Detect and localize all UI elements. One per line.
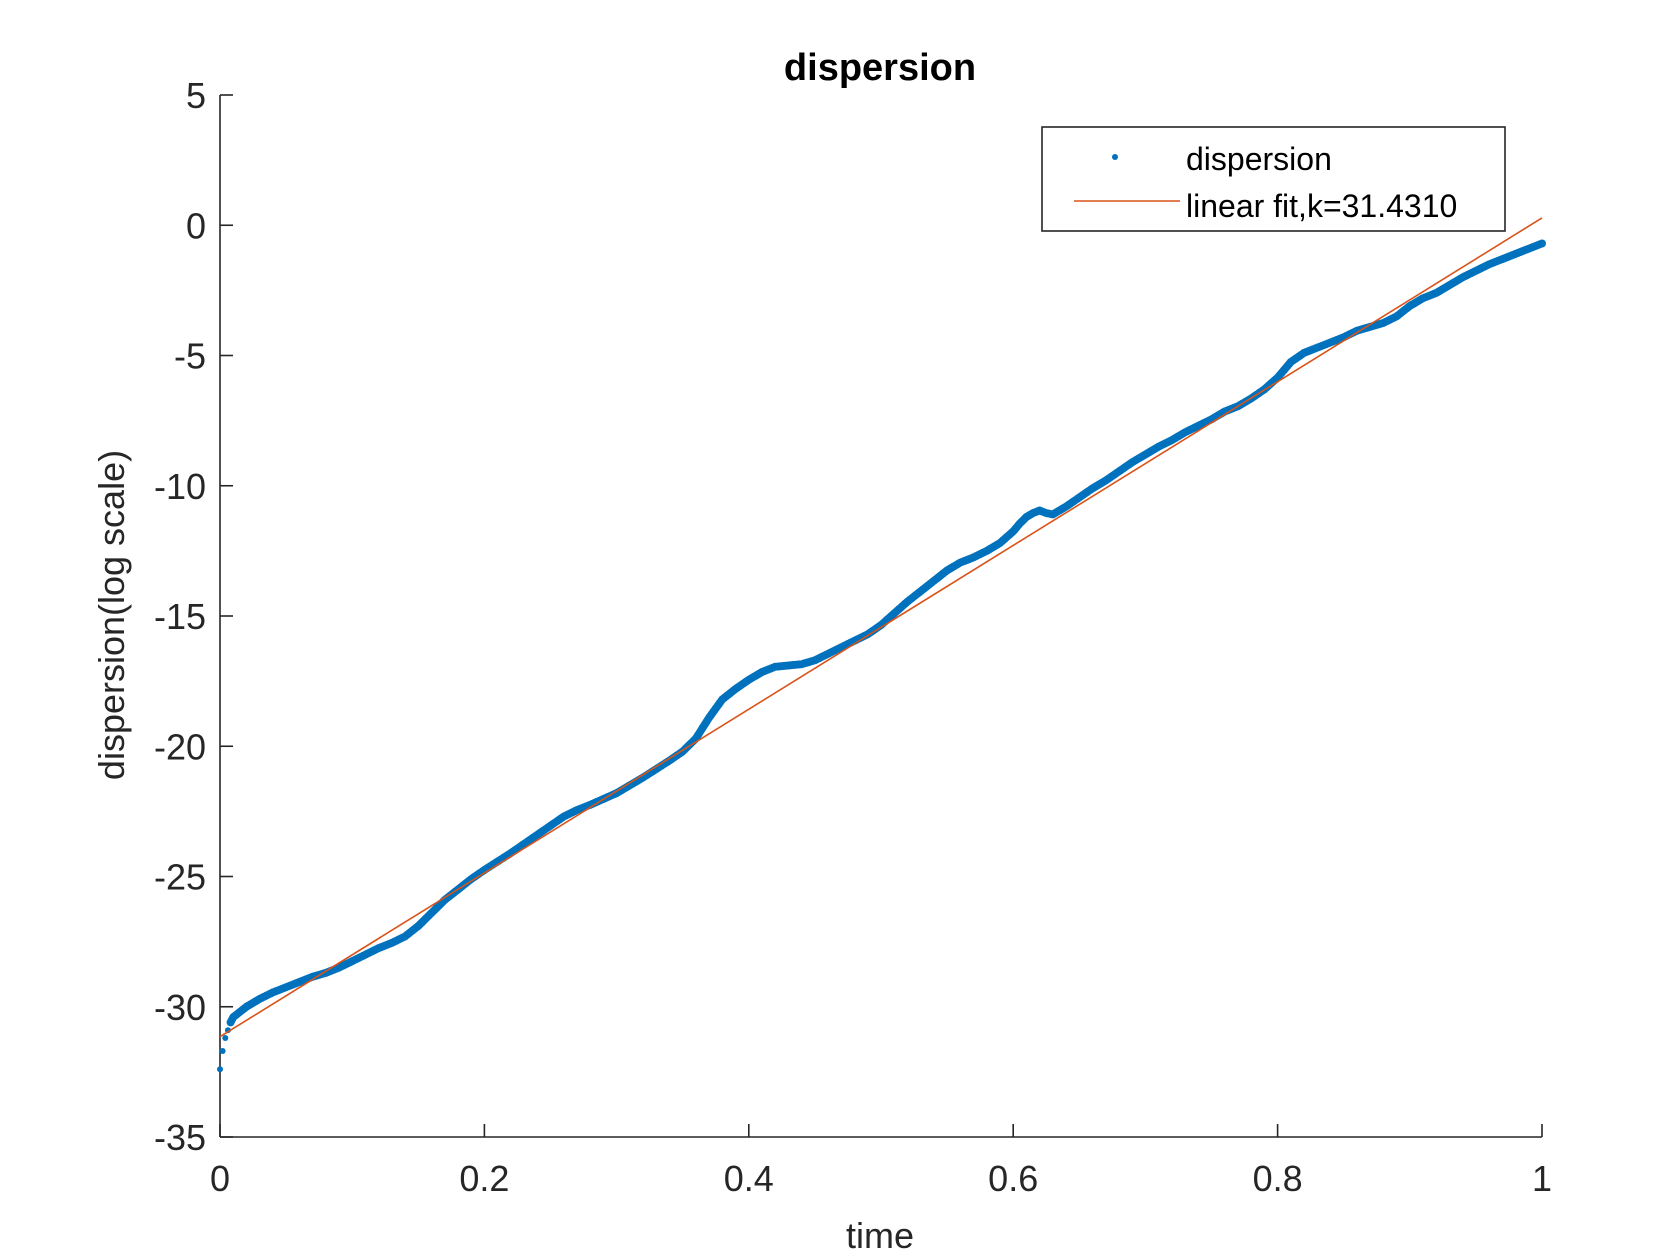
x-tick-label: 0.2: [459, 1158, 509, 1199]
axes: 0 0.2 0.4 0.6 0.8 1 5 0 -5 -10 -15 -20 -25 -30 -35: [154, 75, 1552, 1199]
chart-title: dispersion: [784, 47, 976, 89]
x-tick-label: 0.6: [988, 1158, 1038, 1199]
legend-label-dispersion: dispersion: [1186, 141, 1332, 177]
x-tick-label: 0: [210, 1158, 230, 1199]
y-tick-label: -5: [174, 336, 206, 377]
y-axis-label: dispersion(log scale): [91, 450, 132, 780]
data-point-dispersion: [222, 1035, 229, 1042]
y-tick-label: -10: [154, 466, 206, 507]
linear-fit-line: [219, 217, 1543, 1038]
legend-marker-dispersion: [1112, 154, 1118, 160]
y-tick-label: -30: [154, 987, 206, 1028]
y-tick-label: -25: [154, 857, 206, 898]
x-tick-label: 1: [1532, 1158, 1552, 1199]
data-point-dispersion: [219, 1048, 226, 1055]
legend-label-linear-fit: linear fit,k=31.4310: [1186, 188, 1457, 224]
y-tick-label: -20: [154, 726, 206, 767]
y-tick-label: -35: [154, 1117, 206, 1158]
x-tick-label: 0.8: [1253, 1158, 1303, 1199]
x-tick-label: 0.4: [724, 1158, 774, 1199]
y-tick-label: -15: [154, 596, 206, 637]
data-point-dispersion: [1538, 239, 1546, 248]
data-point-dispersion: [217, 1066, 223, 1073]
x-axis-label: time: [846, 1215, 914, 1256]
plot-area: [217, 217, 1546, 1073]
y-tick-label: 0: [186, 205, 206, 246]
y-tick-label: 5: [186, 75, 206, 116]
legend: dispersion linear fit,k=31.4310: [1041, 126, 1506, 232]
legend-box: [1041, 126, 1506, 232]
